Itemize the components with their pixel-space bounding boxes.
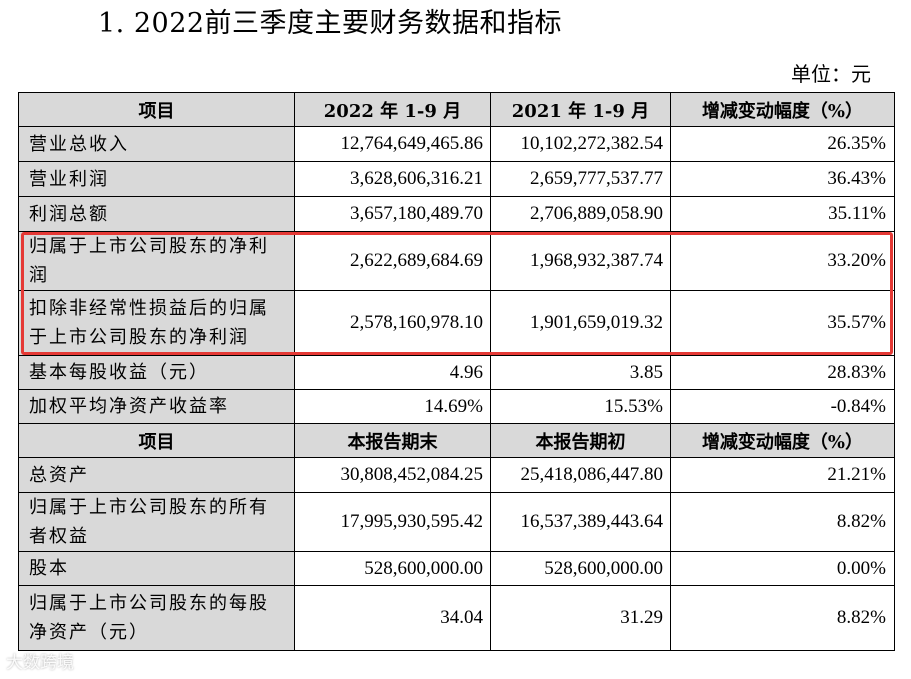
cell-value: 1,968,932,387.74: [490, 231, 671, 291]
table-row: 总资产 30,808,452,084.25 25,418,086,447.80 …: [18, 457, 895, 493]
table-row: 营业利润 3,628,606,316.21 2,659,777,537.77 3…: [18, 161, 895, 197]
cell-value: 3.85: [490, 355, 671, 390]
header-change: 增减变动幅度（%）: [670, 92, 895, 127]
cell-value: 4.96: [294, 355, 491, 390]
cell-value: 2,622,689,684.69: [294, 231, 491, 291]
row-label: 加权平均净资产收益率: [18, 389, 295, 424]
financial-table: 项目 2022 年 1-9 月 2021 年 1-9 月 增减变动幅度（%） 营…: [18, 92, 895, 651]
table-row: 归属于上市公司股东的所有者权益 17,995,930,595.42 16,537…: [18, 492, 895, 552]
header-period-start: 本报告期初: [490, 423, 671, 458]
cell-value: 30,808,452,084.25: [294, 457, 491, 493]
cell-value: 528,600,000.00: [294, 551, 491, 586]
row-label: 归属于上市公司股东的所有者权益: [18, 492, 295, 552]
table-header-row: 项目 2022 年 1-9 月 2021 年 1-9 月 增减变动幅度（%）: [18, 92, 895, 127]
table-row: 基本每股收益（元） 4.96 3.85 28.83%: [18, 355, 895, 390]
header-2022: 2022 年 1-9 月: [294, 92, 491, 127]
header-item: 项目: [18, 92, 295, 127]
cell-change: 21.21%: [670, 457, 895, 493]
cell-value: 16,537,389,443.64: [490, 492, 671, 552]
cell-change: 33.20%: [670, 231, 895, 291]
cell-value: 2,578,160,978.10: [294, 290, 491, 356]
table-subheader-row: 项目 本报告期末 本报告期初 增减变动幅度（%）: [18, 423, 895, 458]
cell-value: 1,901,659,019.32: [490, 290, 671, 356]
unit-label: 单位：元: [791, 62, 871, 86]
table-row: 扣除非经常性损益后的归属于上市公司股东的净利润 2,578,160,978.10…: [18, 290, 895, 356]
cell-value: 15.53%: [490, 389, 671, 424]
table-row: 加权平均净资产收益率 14.69% 15.53% -0.84%: [18, 389, 895, 424]
cell-change: -0.84%: [670, 389, 895, 424]
cell-value: 34.04: [294, 585, 491, 651]
row-label: 总资产: [18, 457, 295, 493]
cell-value: 25,418,086,447.80: [490, 457, 671, 493]
table-row: 股本 528,600,000.00 528,600,000.00 0.00%: [18, 551, 895, 586]
cell-change: 26.35%: [670, 126, 895, 162]
cell-change: 28.83%: [670, 355, 895, 390]
header-change: 增减变动幅度（%）: [670, 423, 895, 458]
table-row: 归属于上市公司股东的净利润 2,622,689,684.69 1,968,932…: [18, 231, 895, 291]
cell-change: 8.82%: [670, 585, 895, 651]
row-label: 股本: [18, 551, 295, 586]
cell-change: 0.00%: [670, 551, 895, 586]
cell-change: 35.57%: [670, 290, 895, 356]
row-label: 基本每股收益（元）: [18, 355, 295, 390]
header-item: 项目: [18, 423, 295, 458]
row-label: 营业总收入: [18, 126, 295, 162]
table-row: 归属于上市公司股东的每股净资产（元） 34.04 31.29 8.82%: [18, 585, 895, 651]
header-2021: 2021 年 1-9 月: [490, 92, 671, 127]
row-label: 扣除非经常性损益后的归属于上市公司股东的净利润: [18, 290, 295, 356]
cell-value: 3,657,180,489.70: [294, 196, 491, 232]
row-label: 归属于上市公司股东的每股净资产（元）: [18, 585, 295, 651]
cell-value: 3,628,606,316.21: [294, 161, 491, 197]
cell-value: 12,764,649,465.86: [294, 126, 491, 162]
cell-value: 17,995,930,595.42: [294, 492, 491, 552]
cell-value: 14.69%: [294, 389, 491, 424]
table-row: 营业总收入 12,764,649,465.86 10,102,272,382.5…: [18, 126, 895, 162]
table-row: 利润总额 3,657,180,489.70 2,706,889,058.90 3…: [18, 196, 895, 232]
row-label: 营业利润: [18, 161, 295, 197]
cell-change: 36.43%: [670, 161, 895, 197]
cell-value: 528,600,000.00: [490, 551, 671, 586]
header-period-end: 本报告期末: [294, 423, 491, 458]
cell-value: 2,659,777,537.77: [490, 161, 671, 197]
cell-change: 8.82%: [670, 492, 895, 552]
row-label: 利润总额: [18, 196, 295, 232]
row-label: 归属于上市公司股东的净利润: [18, 231, 295, 291]
cell-value: 10,102,272,382.54: [490, 126, 671, 162]
watermark: 大数跨境: [6, 653, 74, 673]
cell-value: 2,706,889,058.90: [490, 196, 671, 232]
page-title: 1. 2022前三季度主要财务数据和指标: [98, 8, 563, 39]
cell-change: 35.11%: [670, 196, 895, 232]
cell-value: 31.29: [490, 585, 671, 651]
